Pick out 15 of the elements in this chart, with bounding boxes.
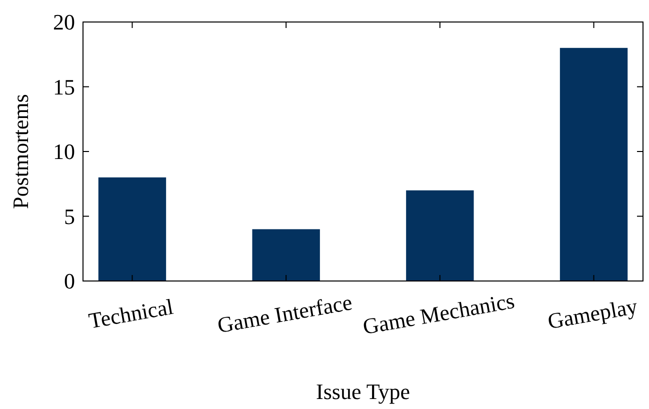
y-tick-label: 20 bbox=[53, 10, 75, 35]
y-tick-label: 10 bbox=[53, 139, 75, 164]
x-tick-label: Game Interface bbox=[216, 289, 354, 338]
x-axis-title: Issue Type bbox=[316, 379, 410, 404]
y-tick-label: 0 bbox=[64, 268, 75, 294]
x-tick-label: Technical bbox=[86, 294, 176, 334]
y-axis-title: Postmortems bbox=[8, 94, 33, 209]
bar bbox=[252, 229, 320, 281]
bar bbox=[98, 177, 166, 281]
y-tick-label: 15 bbox=[53, 74, 75, 100]
bar bbox=[406, 190, 474, 281]
x-tick-label: Game Mechanics bbox=[360, 288, 516, 340]
y-tick-label: 5 bbox=[64, 204, 75, 229]
x-tick-label: Gameplay bbox=[546, 293, 640, 334]
bar bbox=[560, 48, 628, 281]
